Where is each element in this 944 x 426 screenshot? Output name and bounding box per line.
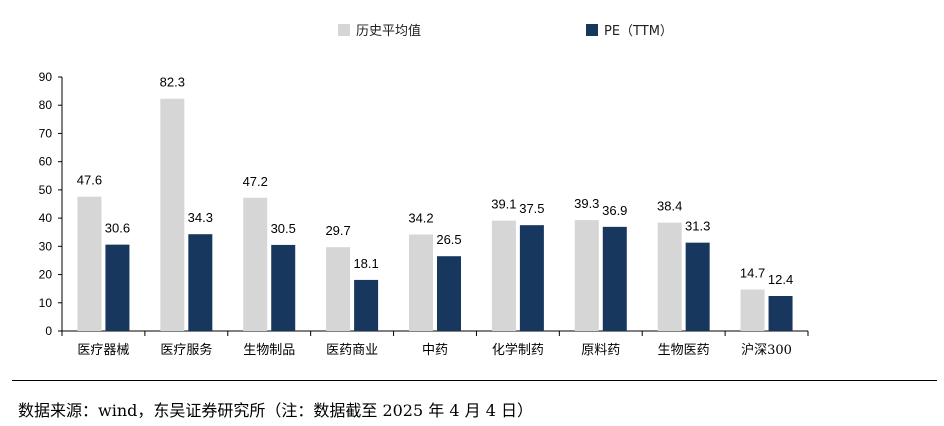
y-tick-label: 40 xyxy=(39,211,53,225)
bar-historical-average xyxy=(77,196,102,331)
bar-historical-average xyxy=(740,289,765,331)
data-label-historical-average: 34.2 xyxy=(408,210,433,225)
data-label-pe-ttm: 34.3 xyxy=(188,210,213,225)
data-label-historical-average: 38.4 xyxy=(657,199,682,214)
bar-historical-average xyxy=(409,234,433,331)
data-label-historical-average: 47.6 xyxy=(77,173,102,188)
data-label-historical-average: 39.1 xyxy=(491,197,516,212)
bar-pe-ttm xyxy=(354,279,379,331)
legend-swatch-pe-ttm xyxy=(586,23,598,36)
data-label-pe-ttm: 30.5 xyxy=(271,221,296,236)
bar-chart: 0 10 20 30 40 50 60 70 80 90 医疗器械 医疗服务 生物制品 医药商业 中药 化学制… xyxy=(39,70,809,358)
y-tick-label: 60 xyxy=(39,155,53,169)
data-label-pe-ttm: 36.9 xyxy=(602,203,627,218)
data-label-pe-ttm: 30.6 xyxy=(105,221,130,236)
bar-historical-average xyxy=(326,247,351,331)
y-tick-label: 0 xyxy=(45,324,52,338)
legend-label-historical-average: 历史平均值 xyxy=(356,24,422,39)
bar-historical-average xyxy=(243,197,268,331)
x-category-label: 医疗服务 xyxy=(160,342,212,358)
x-category-label: 化学制药 xyxy=(492,342,544,358)
legend-item-pe-ttm: PE（TTM） xyxy=(586,20,673,39)
y-tick-label: 50 xyxy=(39,183,53,197)
data-label-pe-ttm: 12.4 xyxy=(768,272,793,287)
y-tick-label: 10 xyxy=(39,296,53,310)
bar-pe-ttm xyxy=(437,256,461,331)
data-label-historical-average: 82.3 xyxy=(160,75,185,90)
bar-historical-average xyxy=(574,220,599,331)
bar-historical-average xyxy=(657,222,682,331)
x-category-label: 原料药 xyxy=(581,343,620,358)
bar-pe-ttm xyxy=(602,226,627,331)
bar-historical-average xyxy=(160,98,185,331)
data-label-historical-average: 39.3 xyxy=(574,196,599,211)
y-tick-label: 80 xyxy=(39,98,53,112)
x-category-label: 生物制品 xyxy=(243,343,295,358)
y-tick-label: 20 xyxy=(39,268,53,282)
bar-pe-ttm xyxy=(105,244,130,331)
y-tick-label: 90 xyxy=(39,70,53,84)
data-label-historical-average: 47.2 xyxy=(243,174,268,189)
data-label-pe-ttm: 18.1 xyxy=(353,256,378,271)
bar-historical-average xyxy=(491,220,516,331)
y-tick-label: 30 xyxy=(39,239,53,253)
x-category-label: 医疗器械 xyxy=(77,343,129,358)
y-tick-label: 70 xyxy=(39,126,53,140)
bar-pe-ttm xyxy=(685,242,710,331)
bar-pe-ttm xyxy=(768,296,793,331)
legend-swatch-historical-average xyxy=(338,23,350,36)
bar-pe-ttm xyxy=(271,244,296,331)
data-label-historical-average: 14.7 xyxy=(740,266,765,281)
legend-item-historical-average: 历史平均值 xyxy=(338,20,421,39)
x-category-label: 沪深300 xyxy=(741,342,792,358)
bar-pe-ttm xyxy=(188,234,213,331)
x-category-label: 中药 xyxy=(422,343,448,358)
source-note: 数据来源：wind，东吴证券研究所（注：数据截至 2025 年 4 月 4 日） xyxy=(18,401,533,420)
bar-pe-ttm xyxy=(519,225,544,331)
x-category-label: 医药商业 xyxy=(326,343,378,358)
legend-label-pe-ttm: PE（TTM） xyxy=(604,24,673,39)
data-label-pe-ttm: 37.5 xyxy=(519,201,544,216)
divider-line xyxy=(12,380,937,381)
data-label-historical-average: 29.7 xyxy=(325,223,350,238)
data-label-pe-ttm: 31.3 xyxy=(685,219,710,234)
x-category-label: 生物医药 xyxy=(658,343,710,358)
data-label-pe-ttm: 26.5 xyxy=(436,232,461,247)
